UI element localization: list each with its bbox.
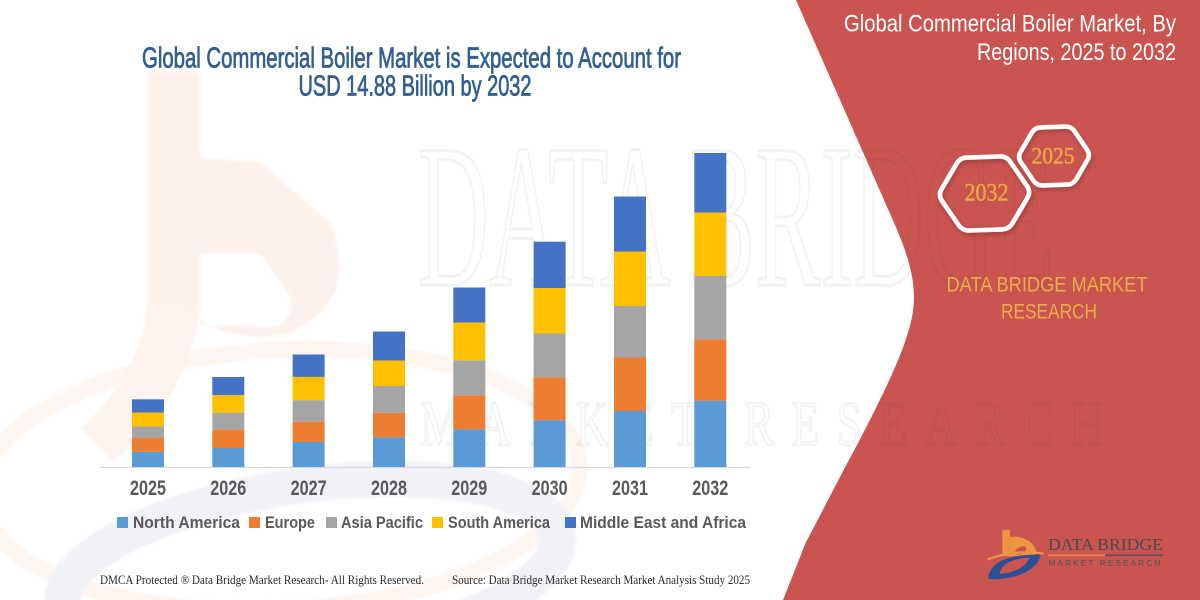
- svg-text:Global Commercial Boiler Marke: Global Commercial Boiler Market is Expec…: [142, 43, 681, 75]
- svg-text:Asia Pacific: Asia Pacific: [341, 513, 423, 532]
- svg-text:2027: 2027: [291, 477, 327, 500]
- svg-text:USD 14.88 Billion by 2032: USD 14.88 Billion by 2032: [299, 71, 532, 103]
- svg-text:North America: North America: [133, 513, 240, 532]
- svg-text:MARKET RESEARCH: MARKET RESEARCH: [420, 388, 1120, 459]
- svg-text:Europe: Europe: [265, 513, 315, 532]
- svg-text:2025: 2025: [130, 477, 166, 500]
- svg-text:2031: 2031: [612, 477, 648, 500]
- svg-text:2026: 2026: [210, 477, 246, 500]
- svg-text:Regions, 2025 to 2032: Regions, 2025 to 2032: [977, 39, 1176, 66]
- svg-text:2030: 2030: [532, 477, 568, 500]
- svg-text:2032: 2032: [692, 477, 728, 500]
- svg-text:Global Commercial Boiler Marke: Global Commercial Boiler Market, By: [844, 11, 1176, 38]
- svg-text:RESEARCH: RESEARCH: [1001, 301, 1097, 324]
- svg-text:2025: 2025: [1032, 144, 1075, 169]
- svg-text:Middle East and Africa: Middle East and Africa: [580, 513, 746, 532]
- svg-text:DATA BRIDGE MARKET: DATA BRIDGE MARKET: [947, 273, 1148, 296]
- svg-text:South America: South America: [448, 513, 550, 532]
- svg-text:MARKET RESEARCH: MARKET RESEARCH: [1049, 559, 1163, 568]
- svg-text:DMCA Protected ® Data Bridge M: DMCA Protected ® Data Bridge Market Rese…: [100, 572, 424, 587]
- svg-text:Source: Data Bridge Market Res: Source: Data Bridge Market Research Mark…: [452, 572, 750, 587]
- svg-text:DATA BRIDGE: DATA BRIDGE: [1048, 535, 1163, 554]
- svg-text:2028: 2028: [371, 477, 407, 500]
- svg-text:2032: 2032: [965, 180, 1009, 207]
- svg-text:2029: 2029: [451, 477, 487, 500]
- svg-text:DATA BRIDGE: DATA BRIDGE: [418, 103, 1054, 330]
